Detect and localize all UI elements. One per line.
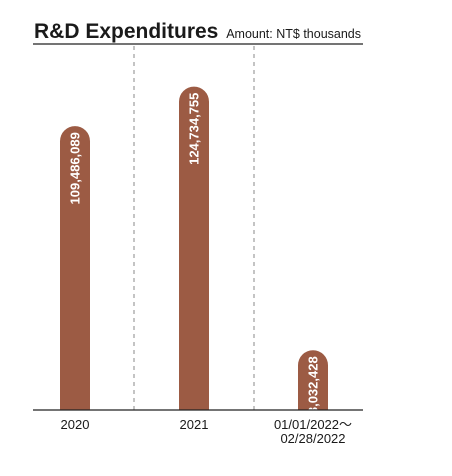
- chart-subtitle: Amount: NT$ thousands: [226, 27, 361, 41]
- chart-title: R&D Expenditures: [34, 20, 218, 43]
- bar: [179, 86, 209, 410]
- x-tick-label: 2020: [61, 417, 90, 432]
- x-tick-label: 01/01/2022～ 02/28/2022: [274, 417, 352, 446]
- bars-group: 109,486,089 124,734,755 23,032,428: [60, 86, 328, 421]
- x-tick-label: 2021: [180, 417, 209, 432]
- bar: [60, 126, 90, 410]
- x-tick-labels: 2020 2021 01/01/2022～ 02/28/2022: [61, 417, 353, 446]
- bar-value-label: 109,486,089: [68, 132, 83, 204]
- bar-value-label: 23,032,428: [306, 356, 321, 421]
- bar: [298, 350, 328, 410]
- bar-value-label: 124,734,755: [187, 93, 202, 165]
